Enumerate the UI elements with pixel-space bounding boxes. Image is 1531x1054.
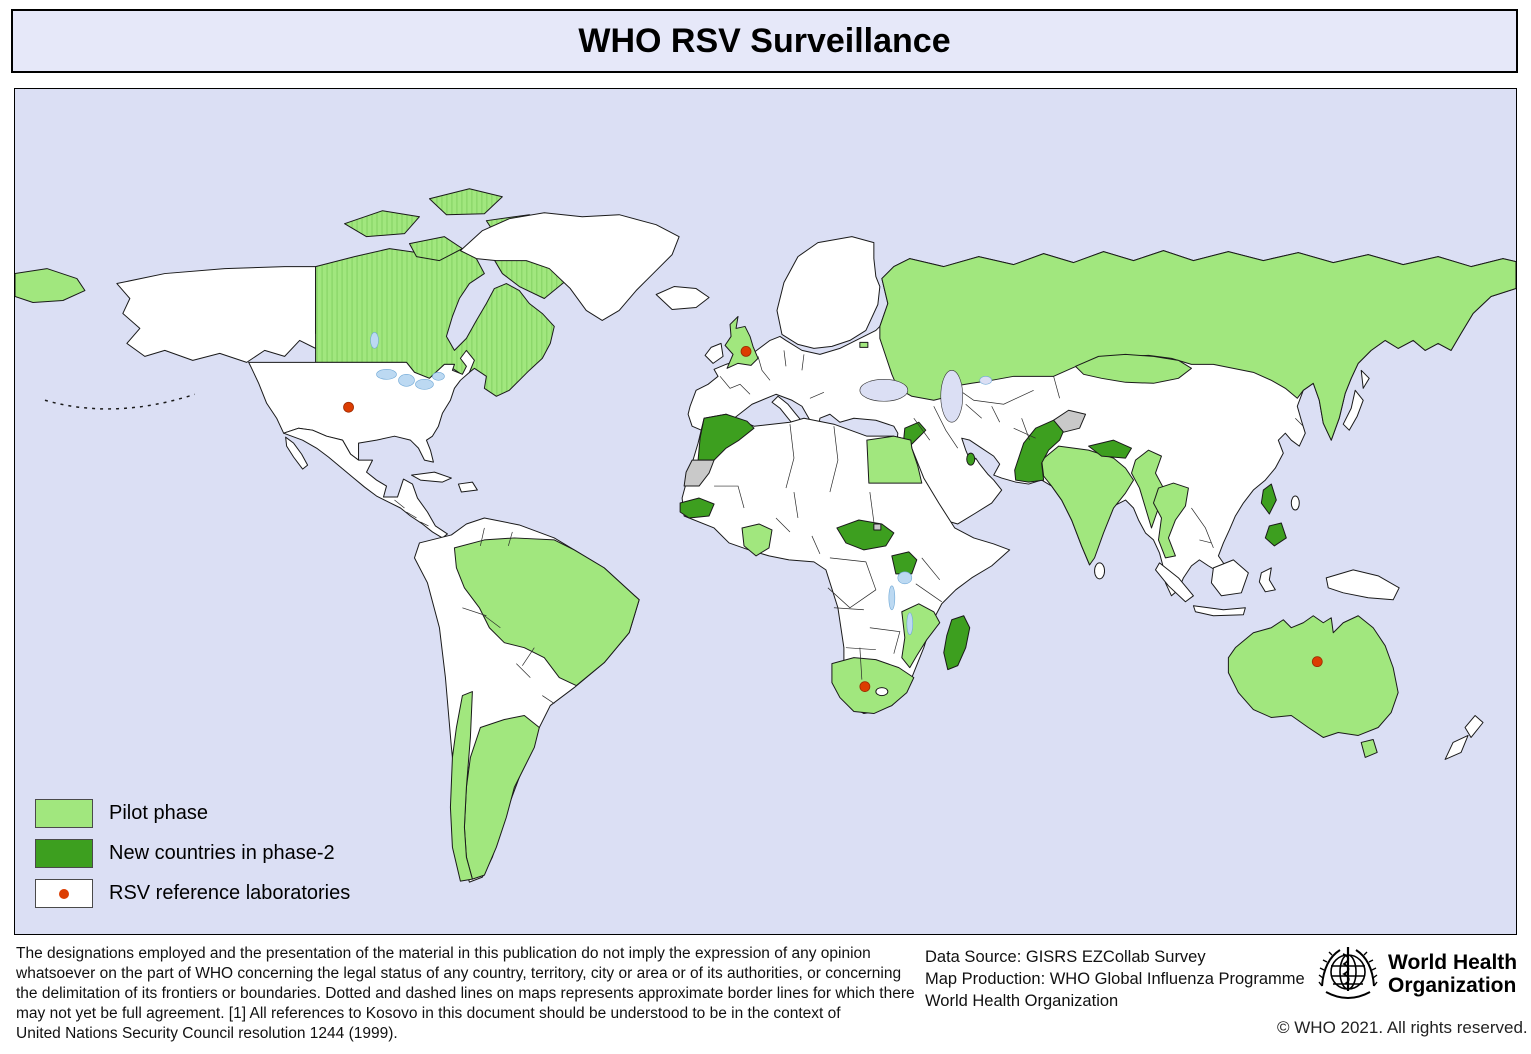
who-logo-line1: World Health bbox=[1388, 951, 1518, 974]
map-panel: Pilot phase New countries in phase-2 RSV… bbox=[14, 88, 1517, 935]
island-tasmania bbox=[1360, 738, 1378, 758]
country-philippines-mindanao[interactable] bbox=[1264, 522, 1287, 547]
disclaimer-text: The designations employed and the presen… bbox=[16, 945, 915, 1042]
country-iceland bbox=[655, 286, 710, 310]
legend-row-labs: RSV reference laboratories bbox=[35, 879, 350, 908]
country-chile[interactable] bbox=[449, 691, 473, 882]
island-sri-lanka bbox=[1094, 562, 1106, 580]
country-canada-islands[interactable] bbox=[408, 236, 463, 262]
baja-california bbox=[285, 436, 309, 470]
legend-lab-dot bbox=[59, 888, 69, 899]
country-canada-islands[interactable] bbox=[428, 188, 503, 216]
internal-borders bbox=[394, 350, 1304, 704]
page-title: WHO RSV Surveillance bbox=[578, 21, 951, 60]
country-ireland bbox=[704, 342, 724, 364]
country-qatar bbox=[966, 452, 976, 466]
country-united-kingdom[interactable] bbox=[724, 315, 759, 369]
scandinavia bbox=[776, 236, 881, 349]
aleutian-islands bbox=[44, 393, 195, 410]
island-taiwan bbox=[1290, 495, 1300, 511]
country-madagascar[interactable] bbox=[943, 615, 971, 671]
country-morocco[interactable] bbox=[697, 413, 755, 461]
island-java bbox=[1192, 605, 1246, 617]
who-logo-line2: Organization bbox=[1388, 974, 1517, 997]
region-kashmir bbox=[1053, 409, 1087, 433]
island-borneo bbox=[1210, 559, 1249, 597]
legend-row-phase2: New countries in phase-2 bbox=[35, 839, 350, 868]
map-legend: Pilot phase New countries in phase-2 RSV… bbox=[35, 799, 350, 908]
island-hispaniola bbox=[457, 481, 478, 493]
country-brazil[interactable] bbox=[453, 537, 640, 687]
country-russia[interactable] bbox=[879, 250, 1516, 441]
legend-swatch-labs bbox=[35, 879, 93, 908]
rsv-lab-dots bbox=[343, 345, 1323, 692]
country-nepal[interactable] bbox=[1088, 439, 1133, 459]
rsv-lab-dot-uk[interactable] bbox=[740, 345, 752, 357]
country-pakistan[interactable] bbox=[1014, 419, 1067, 483]
country-egypt[interactable] bbox=[866, 435, 923, 484]
country-greenland[interactable] bbox=[459, 212, 680, 321]
country-philippines-luzon[interactable] bbox=[1260, 483, 1277, 515]
country-russia-chukotka[interactable] bbox=[15, 268, 86, 303]
country-japan bbox=[1342, 369, 1370, 431]
rsv-lab-dot-south-africa[interactable] bbox=[859, 681, 871, 692]
island-cuba bbox=[410, 471, 452, 483]
legend-label-labs: RSV reference laboratories bbox=[109, 882, 351, 904]
island-sumatra bbox=[1154, 562, 1194, 603]
world-map[interactable] bbox=[15, 89, 1516, 934]
title-bar: WHO RSV Surveillance bbox=[11, 9, 1518, 73]
region-abyei bbox=[873, 523, 882, 531]
country-alaska[interactable] bbox=[116, 266, 334, 363]
country-senegal[interactable] bbox=[679, 497, 715, 519]
region-western-sahara bbox=[683, 459, 715, 487]
rsv-lab-dot-usa[interactable] bbox=[343, 401, 354, 413]
country-mongolia[interactable] bbox=[1075, 353, 1192, 384]
island-sulawesi bbox=[1258, 567, 1276, 593]
who-logo-text: World Health Organization bbox=[1388, 951, 1517, 997]
country-south-africa[interactable] bbox=[831, 657, 915, 715]
country-mexico-central-america[interactable] bbox=[283, 427, 448, 539]
legend-swatch-phase2 bbox=[35, 839, 93, 868]
country-uganda[interactable] bbox=[891, 551, 918, 575]
country-new-zealand bbox=[1444, 715, 1484, 760]
data-source-text: Data Source: GISRS EZCollab Survey Map P… bbox=[925, 948, 1305, 1010]
country-lesotho bbox=[875, 687, 889, 697]
country-canada-islands[interactable] bbox=[344, 210, 420, 238]
country-australia[interactable] bbox=[1227, 615, 1399, 738]
country-russia-kaliningrad bbox=[859, 341, 869, 348]
country-cote-divoire[interactable] bbox=[741, 523, 773, 557]
legend-label-pilot: Pilot phase bbox=[109, 802, 208, 824]
legend-row-pilot: Pilot phase bbox=[35, 799, 350, 828]
rsv-lab-dot-australia[interactable] bbox=[1311, 656, 1323, 668]
who-logo-block: World Health Organization bbox=[1316, 942, 1517, 1006]
country-thailand[interactable] bbox=[1152, 482, 1189, 559]
legend-label-phase2: New countries in phase-2 bbox=[109, 842, 335, 864]
island-new-guinea bbox=[1325, 569, 1400, 601]
who-logo-icon bbox=[1318, 947, 1378, 999]
legend-swatch-pilot bbox=[35, 799, 93, 828]
copyright-text: © WHO 2021. All rights reserved. bbox=[1277, 1018, 1528, 1037]
lakes bbox=[370, 332, 992, 636]
